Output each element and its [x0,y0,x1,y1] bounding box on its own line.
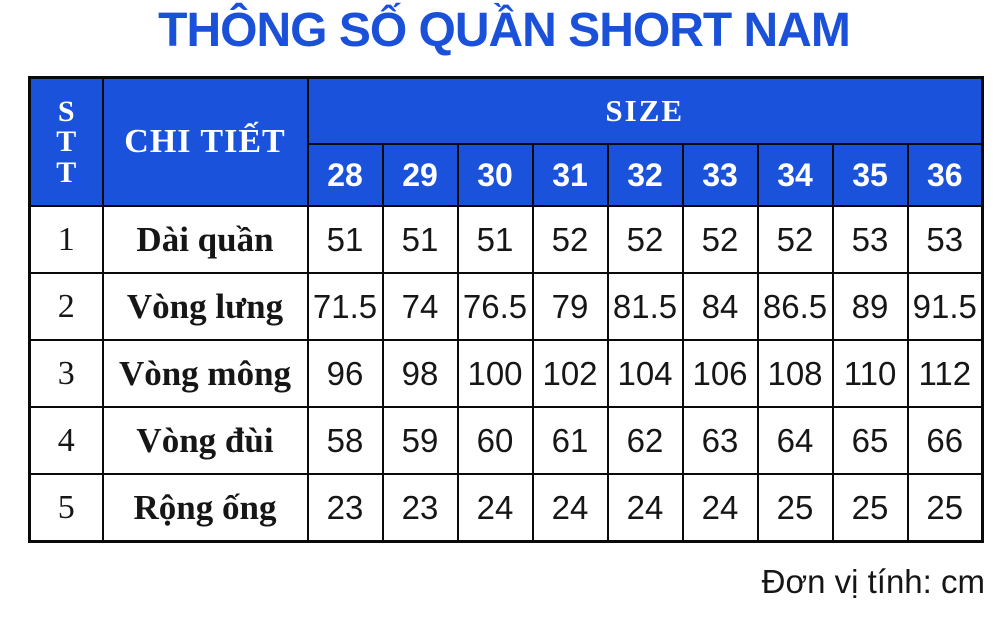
row-value: 71.5 [306,272,384,342]
row-value: 52 [756,205,834,275]
header-row-top: S T T CHI TIẾT SIZE [28,76,984,208]
row-value: 65 [831,406,909,476]
row-value: 81.5 [606,272,684,342]
row-value: 52 [606,205,684,275]
table-row: 4 Vòng đùi 58 59 60 61 62 63 64 65 66 [28,406,984,476]
row-value: 51 [306,205,384,275]
row-value: 23 [306,473,384,543]
page: THÔNG SỐ QUẦN SHORT NAM S T T CHI TIẾT S… [0,4,1008,601]
row-label: Dài quần [101,205,309,275]
table-row: 1 Dài quần 51 51 51 52 52 52 52 53 53 [28,205,984,275]
row-value: 24 [606,473,684,543]
size-group-header: SIZE [306,76,984,146]
row-value: 106 [681,339,759,409]
size-column-header-31: 31 [531,143,609,208]
table-row: 3 Vòng mông 96 98 100 102 104 106 108 110 112 [28,339,984,409]
row-value: 25 [831,473,909,543]
row-value: 58 [306,406,384,476]
row-value: 91.5 [906,272,984,342]
row-value: 25 [756,473,834,543]
row-value: 61 [531,406,609,476]
row-value: 110 [831,339,909,409]
row-value: 25 [906,473,984,543]
row-value: 24 [456,473,534,543]
row-stt: 2 [28,272,104,342]
row-value: 23 [381,473,459,543]
row-value: 52 [531,205,609,275]
size-column-header-36: 36 [906,143,984,208]
stt-column-header: S T T [28,76,104,208]
row-value: 100 [456,339,534,409]
row-value: 24 [531,473,609,543]
size-chart-table: S T T CHI TIẾT SIZE 28 29 30 31 32 33 34 35 36 1… [28,76,985,543]
row-value: 96 [306,339,384,409]
row-value: 24 [681,473,759,543]
row-value: 51 [381,205,459,275]
row-value: 102 [531,339,609,409]
row-value: 53 [906,205,984,275]
size-column-header-28: 28 [306,143,384,208]
row-value: 53 [831,205,909,275]
table-row: 2 Vòng lưng 71.5 74 76.5 79 81.5 84 86.5 89 91.5 [28,272,984,342]
row-value: 74 [381,272,459,342]
row-label: Vòng đùi [101,406,309,476]
row-stt: 1 [28,205,104,275]
detail-column-header: CHI TIẾT [101,76,309,208]
row-value: 66 [906,406,984,476]
row-value: 98 [381,339,459,409]
size-column-header-33: 33 [681,143,759,208]
row-value: 112 [906,339,984,409]
table-row: 5 Rộng ống 23 23 24 24 24 24 25 25 25 [28,473,984,543]
size-column-header-32: 32 [606,143,684,208]
row-value: 79 [531,272,609,342]
row-stt: 5 [28,473,104,543]
unit-note: Đơn vị tính: cm [761,562,985,600]
row-value: 60 [456,406,534,476]
row-label: Rộng ống [101,473,309,543]
row-value: 76.5 [456,272,534,342]
size-column-header-35: 35 [831,143,909,208]
row-value: 86.5 [756,272,834,342]
page-title: THÔNG SỐ QUẦN SHORT NAM [158,4,851,57]
row-stt: 3 [28,339,104,409]
row-label: Vòng mông [101,339,309,409]
row-label: Vòng lưng [101,272,309,342]
size-column-header-30: 30 [456,143,534,208]
size-column-header-29: 29 [381,143,459,208]
row-value: 62 [606,406,684,476]
row-value: 63 [681,406,759,476]
row-value: 104 [606,339,684,409]
row-value: 89 [831,272,909,342]
row-value: 52 [681,205,759,275]
row-value: 59 [381,406,459,476]
header-row-sizes: 28 29 30 31 32 33 34 35 36 [30,143,984,208]
row-stt: 4 [28,406,104,476]
row-value: 108 [756,339,834,409]
row-value: 64 [756,406,834,476]
row-value: 84 [681,272,759,342]
row-value: 51 [456,205,534,275]
size-column-header-34: 34 [756,143,834,208]
